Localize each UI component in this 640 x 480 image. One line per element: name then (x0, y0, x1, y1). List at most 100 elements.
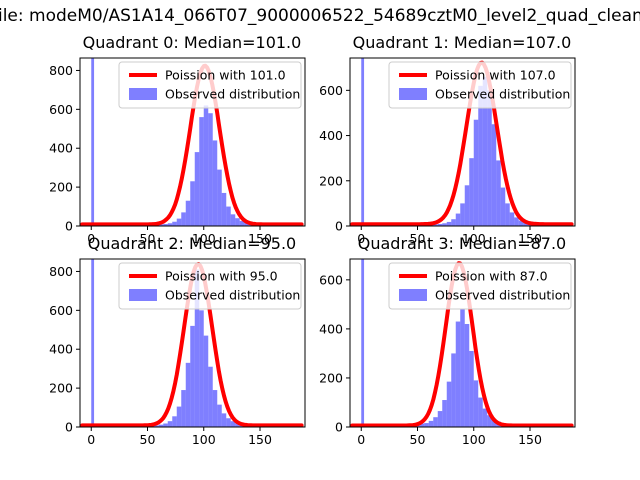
histogram-bar (212, 140, 218, 226)
histogram-bar (226, 418, 231, 427)
x-axis: 0 50 100 150 (87, 427, 272, 447)
zero-spike-bar (91, 58, 95, 226)
x-tick-label: 100 (192, 231, 216, 246)
histogram-bar (437, 411, 443, 427)
histogram-bar (482, 76, 488, 226)
legend: Poission with 101.0 Observed distribution (118, 61, 302, 109)
histogram-bar (158, 424, 164, 427)
y-tick-label: 200 (319, 370, 343, 385)
y-tick-label: 400 (319, 128, 343, 143)
histogram-bar (491, 419, 497, 427)
histogram-bars (154, 105, 294, 226)
y-tick-label: 200 (49, 180, 73, 195)
histogram-bar (199, 310, 204, 427)
histogram-bar (181, 390, 186, 427)
histogram-bar (451, 219, 456, 226)
histogram-bar (478, 397, 483, 427)
histogram-bar (464, 185, 470, 226)
y-tick-label: 0 (335, 219, 343, 234)
legend-patch-swatch (129, 289, 157, 301)
legend-label-observed: Observed distribution (165, 87, 300, 102)
histogram-bar (473, 119, 479, 226)
histogram-bar (469, 350, 474, 427)
histogram-bar (473, 380, 479, 427)
histogram-bar (509, 212, 515, 226)
histogram-bar (419, 423, 425, 427)
x-tick-label: 100 (192, 432, 216, 447)
y-tick-label: 0 (65, 420, 73, 435)
histogram-bar (190, 181, 195, 226)
histogram-bar (230, 421, 236, 427)
y-tick-label: 800 (49, 63, 73, 78)
x-tick-label: 50 (410, 231, 426, 246)
x-tick-label: 150 (518, 231, 542, 246)
histogram-bar (167, 223, 173, 226)
histogram-bar (226, 206, 231, 226)
histogram-bar (514, 217, 519, 226)
histogram-bar (217, 169, 222, 226)
quadrant-0-title: Quadrant 0: Median=101.0 (82, 33, 302, 52)
quadrant-1-plot: 0 50 100 150 0 200 400 600 Poission with 107.0 Ob… (319, 57, 576, 246)
y-tick-label: 400 (319, 321, 343, 336)
y-tick-label: 400 (49, 342, 73, 357)
y-tick-label: 600 (319, 272, 343, 287)
histogram-bar (235, 218, 240, 226)
histogram-bar (172, 416, 177, 427)
histogram-bar (464, 323, 470, 427)
x-tick-label: 0 (87, 231, 95, 246)
histogram-bar (428, 420, 434, 427)
x-axis: 0 50 100 150 (357, 226, 542, 246)
y-tick-label: 200 (49, 381, 73, 396)
legend-patch-swatch (399, 88, 427, 100)
y-tick-label: 200 (319, 173, 343, 188)
legend-label-fit: Poission with 87.0 (435, 269, 548, 284)
legend-label-fit: Poission with 107.0 (435, 68, 556, 83)
histogram-bar (455, 213, 461, 226)
histogram-bar (194, 152, 200, 226)
y-tick-label: 600 (49, 303, 73, 318)
histogram-bar (496, 160, 501, 226)
histogram-bar (446, 381, 452, 427)
histogram-bar (451, 353, 456, 427)
histogram-bar (505, 203, 510, 226)
histogram-bar (181, 212, 186, 226)
histogram-bar (424, 423, 429, 427)
histogram-bar (199, 117, 204, 226)
histogram-bar (478, 85, 483, 226)
y-tick-label: 0 (335, 420, 343, 435)
poisson-fit-line (80, 63, 304, 226)
histogram-bar (442, 223, 447, 226)
x-tick-label: 150 (248, 432, 272, 447)
histogram-bar (163, 423, 168, 427)
histogram-bar (433, 417, 438, 427)
quadrant-1-title: Quadrant 1: Median=107.0 (352, 33, 572, 52)
histogram-bar (217, 404, 222, 427)
axes-frame (79, 258, 306, 428)
histogram-bar (433, 224, 438, 226)
x-tick-label: 50 (140, 432, 156, 447)
x-tick-label: 50 (140, 231, 156, 246)
histogram-bar (230, 214, 236, 226)
histogram-bar (176, 406, 182, 427)
quadrant-2-plot: 0 50 100 150 0 200 400 600 800 Poission with 95.0… (49, 258, 306, 447)
y-tick-label: 0 (65, 219, 73, 234)
zero-spike-bar (361, 58, 365, 226)
figure-title: file: modeM0/AS1A14_066T07_9000006522_54… (0, 6, 640, 26)
histogram-bar (437, 223, 443, 226)
poisson-fit-line (350, 60, 574, 226)
legend-label-observed: Observed distribution (435, 87, 570, 102)
quadrant-3-plot: 0 50 100 150 0 200 400 600 Poission with 87.0 Obs… (319, 258, 576, 447)
x-tick-label: 0 (87, 432, 95, 447)
axes-frame (349, 57, 576, 227)
legend-patch-swatch (399, 289, 427, 301)
y-tick-label: 800 (49, 264, 73, 279)
histogram-bar (158, 224, 164, 226)
histogram-bar (491, 124, 497, 226)
axes-frame (349, 258, 576, 428)
histogram-bar (460, 203, 465, 226)
legend: Poission with 107.0 Observed distribution (388, 61, 572, 109)
histogram-bar (154, 425, 159, 427)
histogram-bar (442, 400, 447, 427)
y-axis: 0 200 400 600 (319, 83, 350, 234)
